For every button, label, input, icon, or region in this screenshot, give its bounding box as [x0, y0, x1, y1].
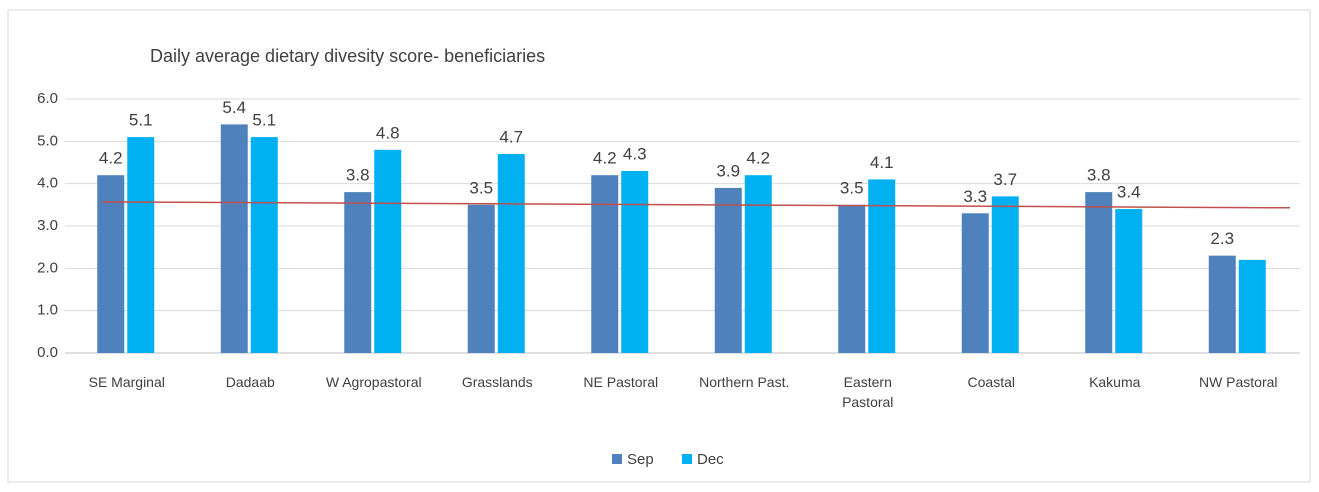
- bar: [714, 187, 742, 353]
- data-label: 4.1: [870, 153, 894, 172]
- x-tick-label: Coastal: [967, 374, 1015, 390]
- bar: [591, 175, 619, 353]
- x-tick-label: SE Marginal: [88, 374, 165, 390]
- data-label: 4.2: [593, 149, 617, 168]
- bar: [868, 179, 896, 353]
- bar: [497, 154, 525, 353]
- x-tick-label: NW Pastoral: [1198, 374, 1278, 390]
- bar: [220, 124, 248, 354]
- y-tick-label: 6.0: [37, 90, 58, 107]
- y-tick-label: 5.0: [37, 132, 58, 149]
- data-label: 3.8: [346, 166, 370, 185]
- data-label: 4.2: [99, 149, 123, 168]
- data-label: 3.9: [716, 161, 740, 180]
- legend-label: Dec: [697, 451, 724, 468]
- bar: [250, 137, 278, 353]
- trendline: [102, 201, 1291, 209]
- y-tick-label: 2.0: [37, 259, 58, 276]
- y-tick-label: 0.0: [37, 344, 58, 361]
- x-tick-label: Grasslands: [461, 374, 533, 390]
- x-tick-label: Eastern Pastoral: [842, 374, 894, 410]
- data-label: 4.3: [623, 144, 647, 163]
- chart-border: [7, 9, 1311, 483]
- bar: [97, 175, 125, 353]
- data-label: 4.8: [376, 123, 400, 142]
- bar: [838, 204, 866, 353]
- data-label: 3.7: [993, 170, 1017, 189]
- y-tick-label: 1.0: [37, 302, 58, 319]
- bar: [991, 196, 1019, 353]
- chart-title: Daily average dietary divesity score- be…: [150, 46, 545, 66]
- x-tick-label: NE Pastoral: [583, 374, 659, 390]
- data-label: 4.2: [746, 149, 770, 168]
- data-label: 3.5: [840, 178, 864, 197]
- data-label: 3.5: [469, 178, 493, 197]
- y-tick-label: 4.0: [37, 175, 58, 192]
- bar: [621, 170, 649, 353]
- y-tick-label: 3.0: [37, 217, 58, 234]
- bar: [961, 213, 989, 353]
- data-label: 3.3: [963, 187, 987, 206]
- bar: [1208, 255, 1236, 353]
- x-tick-label: Northern Past.: [699, 374, 790, 390]
- data-label: 5.4: [222, 98, 246, 117]
- data-label: 5.1: [252, 111, 276, 130]
- bar: [344, 192, 372, 353]
- x-tick-label: Kakuma: [1089, 374, 1141, 390]
- data-label: 4.7: [499, 128, 523, 147]
- bar: [1085, 192, 1113, 353]
- legend-swatch: [682, 454, 692, 464]
- bar: [374, 149, 402, 353]
- bar: [1115, 209, 1143, 353]
- data-label: 3.4: [1117, 183, 1141, 202]
- bar: [127, 137, 155, 353]
- data-label: 3.8: [1087, 166, 1111, 185]
- bar: [744, 175, 772, 353]
- data-label: 2.3: [1210, 229, 1234, 248]
- x-tick-label: Dadaab: [225, 374, 275, 390]
- data-label: 5.1: [129, 111, 153, 130]
- legend-swatch: [612, 454, 622, 464]
- legend-label: Sep: [627, 451, 654, 468]
- bar: [467, 204, 495, 353]
- bar: [1238, 259, 1266, 353]
- x-tick-label: W Agropastoral: [325, 374, 422, 390]
